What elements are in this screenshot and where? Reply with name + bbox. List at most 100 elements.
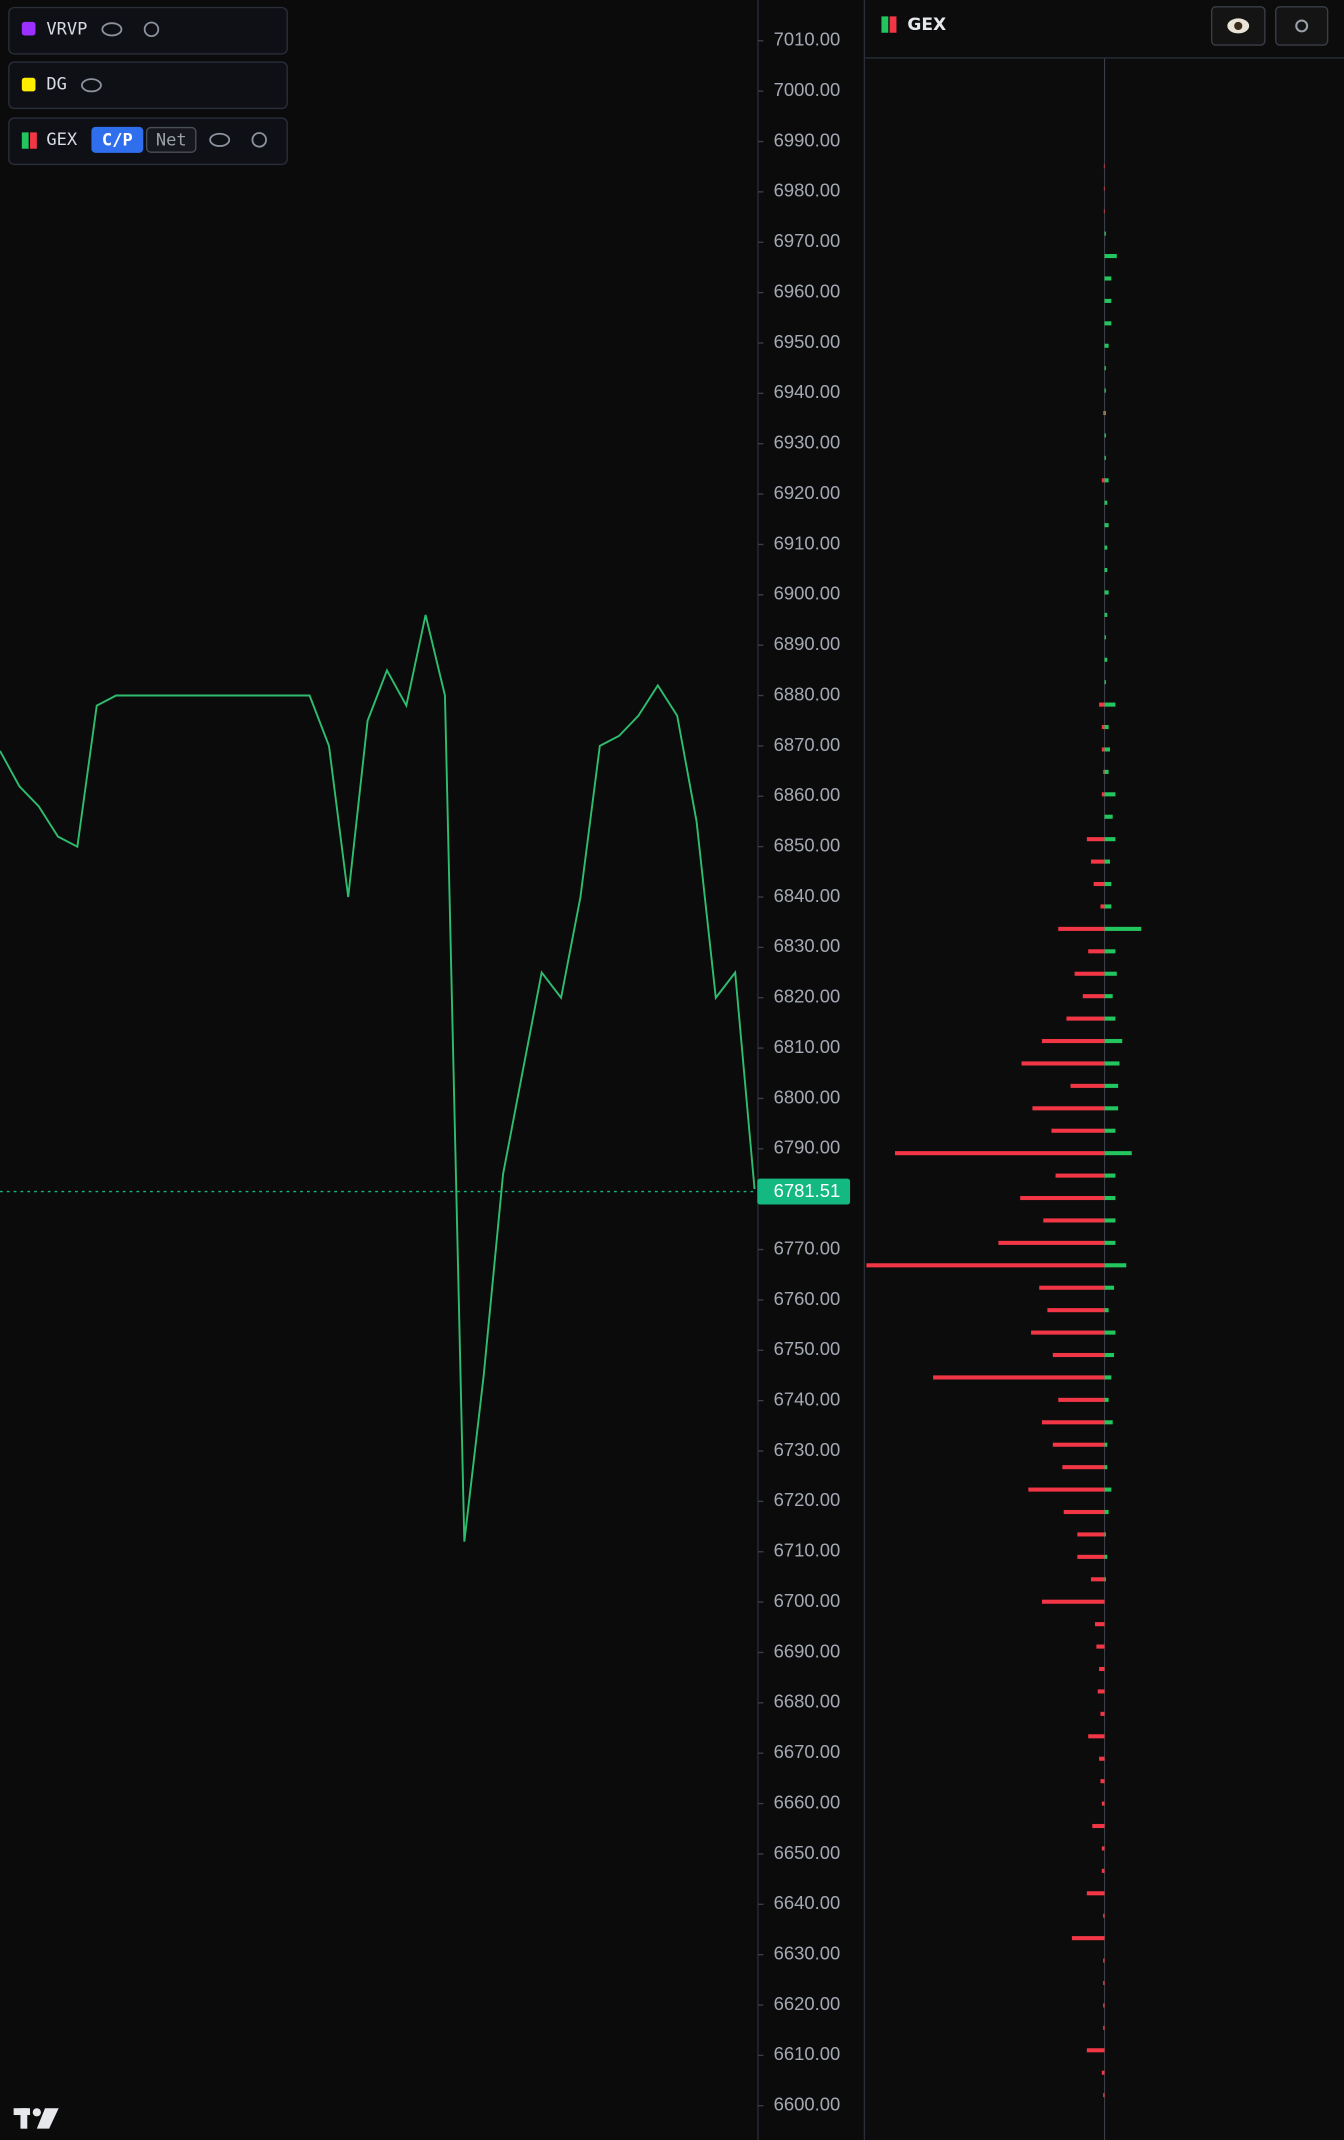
gex-bar [1086,2048,1105,2053]
y-tick-label: 6990.00 [774,129,841,150]
y-tick-label: 6640.00 [774,1892,841,1913]
gex-bar [1041,1420,1105,1425]
settings-button-frame[interactable] [1275,6,1329,46]
net-button[interactable] [145,126,197,153]
gex-bar [1103,1980,1105,1986]
gex-bar [1062,1465,1105,1470]
y-tick-label: 6690.00 [774,1640,841,1661]
gex-bar [1051,1128,1105,1133]
gex-bar [1103,2025,1105,2030]
gex-bar [1092,1823,1105,1829]
logo-part [32,2108,41,2117]
legend-swatch [30,132,37,149]
cp-button-label[interactable]: C/P [102,131,133,151]
gex-bar [1099,1666,1105,1672]
legend-swatch [21,21,36,36]
gex-bar [1104,388,1106,393]
gex-bar [1077,1532,1105,1537]
y-tick-label: 6610.00 [774,2043,841,2064]
gex-bar [1104,321,1112,326]
y-tick-label: 6740.00 [774,1389,841,1410]
gex-bar [1104,1240,1116,1245]
legend-vrvp[interactable]: VRVP [8,6,288,55]
gex-bar [1088,1734,1105,1739]
gex-bar [1104,1061,1120,1066]
y-tick-label: 6860.00 [774,784,841,805]
legend-gex[interactable]: GEX C/P Net [8,117,288,166]
gex-bar [1104,769,1109,774]
legend-box[interactable] [8,6,288,55]
gex-bar [1100,904,1105,909]
gex-bar [1103,1958,1105,1963]
gex-bar [1043,1218,1105,1223]
price-pane [0,614,758,1542]
eye-icon[interactable] [209,132,231,147]
y-tick-label: 6700.00 [774,1590,841,1611]
legend-box[interactable] [8,61,288,110]
gex-bar [1104,366,1106,371]
gear-icon[interactable] [143,21,160,38]
y-tick-label: 6850.00 [774,834,841,855]
gex-bar [1104,1195,1116,1201]
eye-icon[interactable] [101,22,123,37]
gex-bar [1104,1330,1116,1335]
gex-bar [1104,1554,1108,1559]
eye-button[interactable] [1210,6,1266,46]
gex-bar [866,1263,1105,1268]
gex-bar [1104,747,1110,752]
y-tick-label: 6870.00 [774,734,841,755]
gex-bar [1077,1554,1105,1559]
gex-bar [1066,1016,1105,1021]
gex-bar [1096,1644,1105,1649]
settings-button[interactable] [1275,6,1329,46]
y-tick-label: 6720.00 [774,1489,841,1510]
gex-bar [1101,1846,1105,1851]
gex-bar [1071,1936,1105,1941]
gex-bar [1104,1532,1106,1537]
gex-bar [933,1375,1105,1380]
eye-icon[interactable] [80,78,102,93]
y-tick-label: 6880.00 [774,683,841,704]
gex-bar [1104,814,1113,819]
gex-bar [1104,1173,1116,1178]
gex-bar [1104,926,1142,931]
gex-bar [1104,1016,1116,1021]
gex-bar [1104,1375,1112,1380]
gex-bar [1097,1689,1105,1694]
y-tick-label: 6800.00 [774,1086,841,1107]
y-tick-label: 6790.00 [774,1137,841,1158]
gex-bar [1104,1263,1127,1268]
gex-bar [1103,769,1105,774]
legend-dg[interactable]: DG [8,61,288,110]
gex-bar [1104,904,1112,909]
gex-bar [1088,949,1105,954]
gex-bar [1103,1913,1105,1918]
gex-bar [1063,1509,1105,1515]
gex-bar [1104,1487,1112,1492]
gex-bar [1103,410,1105,416]
gex-bar [1104,1397,1109,1402]
gex-bar [1104,276,1112,281]
gex-bar [1104,1442,1108,1447]
gex-bar [1104,994,1113,999]
net-button-label[interactable]: Net [156,131,187,151]
gex-bar [1058,926,1105,931]
gex-bar [1104,1128,1116,1133]
gex-bar [1058,1397,1105,1402]
gex-bar [1104,590,1109,595]
gear-icon[interactable] [251,132,267,148]
gex-bar [1104,635,1106,640]
legend-label: VRVP [46,19,87,39]
gex-bar [1101,2070,1105,2075]
y-tick-label: 7010.00 [774,29,841,50]
y-tick-label: 6900.00 [774,583,841,604]
y-tick-label: 6750.00 [774,1338,841,1359]
cp-button[interactable] [91,126,144,153]
gex-bar [1104,410,1106,416]
y-tick-label: 6710.00 [774,1540,841,1561]
gex-bar [1101,792,1105,797]
gex-bar [1103,2093,1105,2098]
gex-bar [1104,1083,1119,1088]
